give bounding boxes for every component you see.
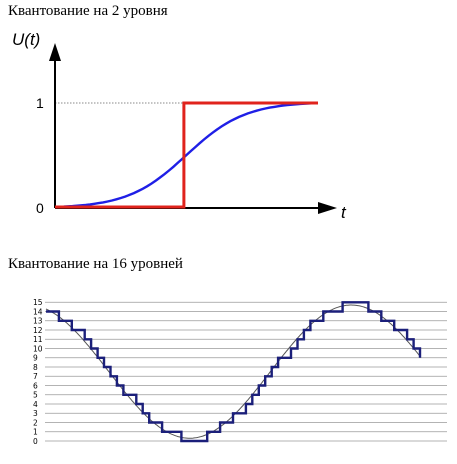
level-label-14: 14 (33, 307, 43, 316)
level-label-4: 4 (33, 400, 38, 409)
level-label-10: 10 (33, 344, 43, 353)
y-axis-label: U(t) (12, 30, 40, 49)
level-label-8: 8 (33, 363, 38, 372)
level-label-3: 3 (33, 409, 38, 418)
level-label-7: 7 (33, 372, 38, 381)
level-label-13: 13 (33, 317, 43, 326)
x-axis-arrow (318, 202, 337, 214)
ytick-1: 1 (36, 95, 44, 111)
two-level-step-signal (55, 101, 318, 209)
smooth-signal-curve (54, 101, 319, 209)
level-label-6: 6 (33, 381, 38, 390)
y-axis-arrow (49, 43, 61, 61)
two-level-chart: U(t) t 1 0 (12, 30, 347, 222)
level-label-12: 12 (33, 326, 43, 335)
quantization-level-lines (45, 301, 447, 442)
level-label-9: 9 (33, 354, 38, 363)
level-label-1: 1 (33, 428, 38, 437)
x-axis-label: t (341, 203, 347, 222)
level-label-5: 5 (33, 391, 38, 400)
level-label-2: 2 (33, 418, 38, 427)
level-label-11: 11 (33, 335, 43, 344)
level-label-15: 15 (33, 298, 43, 307)
ytick-0: 0 (36, 200, 44, 216)
level-label-0: 0 (33, 437, 38, 446)
chart-title-16-levels: Квантование на 16 уровней (8, 256, 183, 272)
quantized-staircase-signal (46, 301, 422, 443)
chart-title-2-levels: Квантование на 2 уровня (8, 3, 168, 19)
